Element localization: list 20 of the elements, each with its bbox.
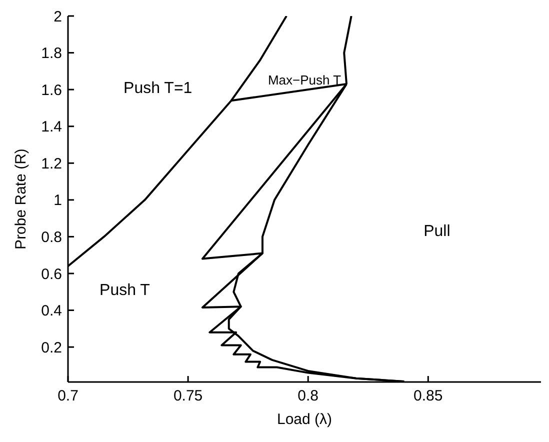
y-tick-label: 1 bbox=[54, 192, 62, 210]
y-tick-label: 0.6 bbox=[41, 266, 62, 283]
x-axis-title: Load (λ) bbox=[276, 411, 332, 428]
y-tick-label: 2 bbox=[54, 8, 62, 26]
x-tick-label: 0.75 bbox=[173, 388, 203, 405]
annotation: Push T=1 bbox=[124, 80, 192, 98]
y-tick-label: 1.2 bbox=[41, 155, 62, 172]
x-tick-label: 0.7 bbox=[58, 388, 78, 405]
y-tick-label: 0.2 bbox=[41, 339, 62, 356]
y-tick-label: 1.8 bbox=[41, 45, 62, 62]
annotation: Max−Push T bbox=[268, 72, 342, 88]
y-tick-label: 0.4 bbox=[41, 302, 62, 320]
y-tick-label: 1.6 bbox=[41, 82, 62, 99]
y-axis-title: Probe Rate (R) bbox=[12, 148, 30, 250]
annotation: Pull bbox=[424, 222, 450, 241]
y-tick-label: 1.4 bbox=[41, 118, 62, 136]
x-tick-label: 0.85 bbox=[414, 388, 443, 405]
y-tick-label: 0.8 bbox=[41, 229, 62, 246]
annotation: Push T bbox=[100, 282, 150, 300]
x-tick-label: 0.8 bbox=[298, 388, 319, 405]
